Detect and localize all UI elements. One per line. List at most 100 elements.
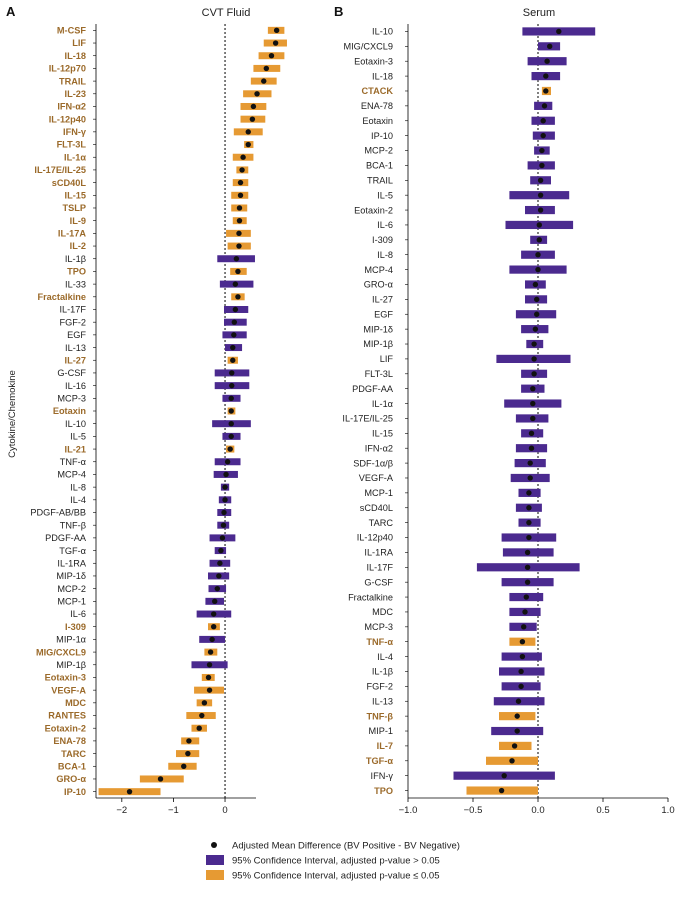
y-tick-label: sCD40L	[52, 178, 87, 188]
y-tick-label: IFN-α2	[57, 102, 86, 112]
mean-point	[536, 237, 542, 243]
mean-point	[206, 687, 213, 693]
y-tick-label: RANTES	[48, 711, 86, 721]
mean-point	[185, 750, 191, 757]
mean-point	[543, 73, 549, 79]
mean-point	[199, 712, 205, 719]
mean-point	[236, 243, 242, 249]
mean-point	[235, 294, 241, 300]
y-tick-label: IL-7	[377, 741, 393, 751]
mean-point	[547, 43, 553, 50]
mean-point	[509, 758, 515, 764]
mean-point	[523, 594, 529, 600]
y-tick-label: TGF-α	[59, 546, 86, 556]
y-tick-label: Eotaxin-2	[354, 205, 393, 215]
y-tick-label: MCP-2	[57, 584, 86, 594]
mean-point	[272, 40, 279, 46]
mean-point	[501, 772, 507, 779]
mean-point	[126, 788, 133, 795]
y-tick-label: BCA-1	[58, 761, 86, 771]
y-tick-label: TPO	[67, 267, 86, 277]
x-tick-label: −1	[168, 805, 179, 816]
mean-point	[528, 445, 535, 451]
mean-point	[232, 281, 239, 287]
mean-point	[534, 296, 540, 303]
panel-a-plot: −2 −1 0 M-CSF LIF IL-18 IL-12p70 TRAIL IL-23 IFN-…	[30, 24, 287, 816]
y-tick-label: BCA-1	[366, 161, 393, 171]
y-tick-label: MIP-1	[368, 726, 393, 736]
mean-point	[212, 598, 218, 605]
mean-point	[511, 743, 518, 749]
mean-point	[236, 230, 242, 237]
mean-point	[526, 534, 532, 541]
panel-a-ylabel: Cytokine/Chemokine	[7, 370, 18, 458]
y-tick-label: IL-1α	[372, 399, 394, 409]
mean-point	[207, 649, 214, 655]
y-tick-label: IL-8	[70, 482, 86, 492]
mean-point	[237, 192, 244, 198]
mean-point	[535, 252, 541, 258]
mean-point	[232, 306, 239, 313]
mean-point	[514, 728, 520, 734]
y-tick-label: IL-5	[70, 432, 86, 442]
mean-point	[537, 192, 544, 198]
mean-point	[230, 344, 236, 351]
y-tick-label: MIP-1δ	[56, 571, 86, 581]
mean-point	[537, 207, 544, 213]
y-tick-label: FGF-2	[59, 317, 86, 327]
mean-point	[196, 725, 202, 731]
mean-point	[219, 535, 226, 541]
y-tick-label: MCP-4	[364, 265, 393, 275]
mean-point	[539, 162, 545, 169]
y-tick-label: IL-17A	[58, 229, 86, 239]
legend-sig-swatch	[206, 870, 224, 880]
y-tick-label: SDF-1α/β	[353, 458, 393, 468]
y-tick-label: IFN-γ	[371, 771, 394, 781]
mean-point	[205, 674, 212, 681]
y-tick-label: PDGF-AA	[45, 533, 87, 543]
mean-point	[209, 636, 215, 643]
legend: Adjusted Mean Difference (BV Positive - …	[206, 841, 460, 882]
y-tick-label: IL-10	[65, 419, 86, 429]
mean-point	[540, 132, 546, 139]
y-tick-label: IL-17F	[59, 305, 86, 315]
legend-nonsig-swatch	[206, 855, 224, 865]
y-tick-label: MCP-1	[364, 488, 393, 498]
y-tick-label: IL-13	[65, 343, 86, 353]
mean-point	[214, 585, 220, 592]
mean-point	[237, 179, 244, 186]
panel-b-letter: B	[334, 4, 343, 19]
y-tick-label: MIP-1α	[56, 635, 87, 645]
y-tick-label: Eotaxin	[362, 116, 393, 126]
y-tick-label: IL-1RA	[364, 548, 393, 558]
x-tick-label: 0.5	[596, 805, 609, 816]
mean-point	[527, 475, 533, 481]
y-tick-label: sCD40L	[360, 503, 393, 513]
y-tick-label: MCP-4	[57, 470, 86, 480]
y-tick-label: IL-9	[70, 216, 86, 226]
y-tick-label: IL-17E/IL-25	[34, 165, 86, 175]
y-tick-label: IL-10	[372, 27, 393, 37]
x-tick-label: −2	[116, 805, 127, 816]
y-tick-label: TNF-α	[366, 637, 393, 647]
mean-point	[519, 653, 526, 660]
mean-point	[228, 408, 234, 414]
mean-point	[268, 53, 275, 59]
mean-point	[245, 129, 251, 135]
mean-point	[230, 357, 236, 363]
y-tick-label: VEGF-A	[51, 685, 86, 695]
panel-b: B Serum −1.0 −0.5 0.0 0.5 1.0 IL-10 MIG/CXCL9 E…	[334, 4, 675, 816]
panel-a-title: CVT Fluid	[202, 7, 251, 19]
y-tick-label: Fractalkine	[348, 592, 393, 602]
mean-point	[223, 471, 229, 478]
mean-point	[514, 713, 520, 719]
mean-point	[524, 564, 531, 570]
y-tick-label: TARC	[61, 749, 86, 759]
mean-point	[240, 154, 246, 160]
mean-point	[556, 28, 562, 35]
y-tick-label: GRO-α	[364, 280, 394, 290]
y-tick-label: ENA-78	[361, 101, 393, 111]
y-tick-label: IL-5	[377, 190, 393, 200]
legend-point-swatch	[211, 842, 217, 848]
y-tick-label: IL-33	[65, 279, 86, 289]
